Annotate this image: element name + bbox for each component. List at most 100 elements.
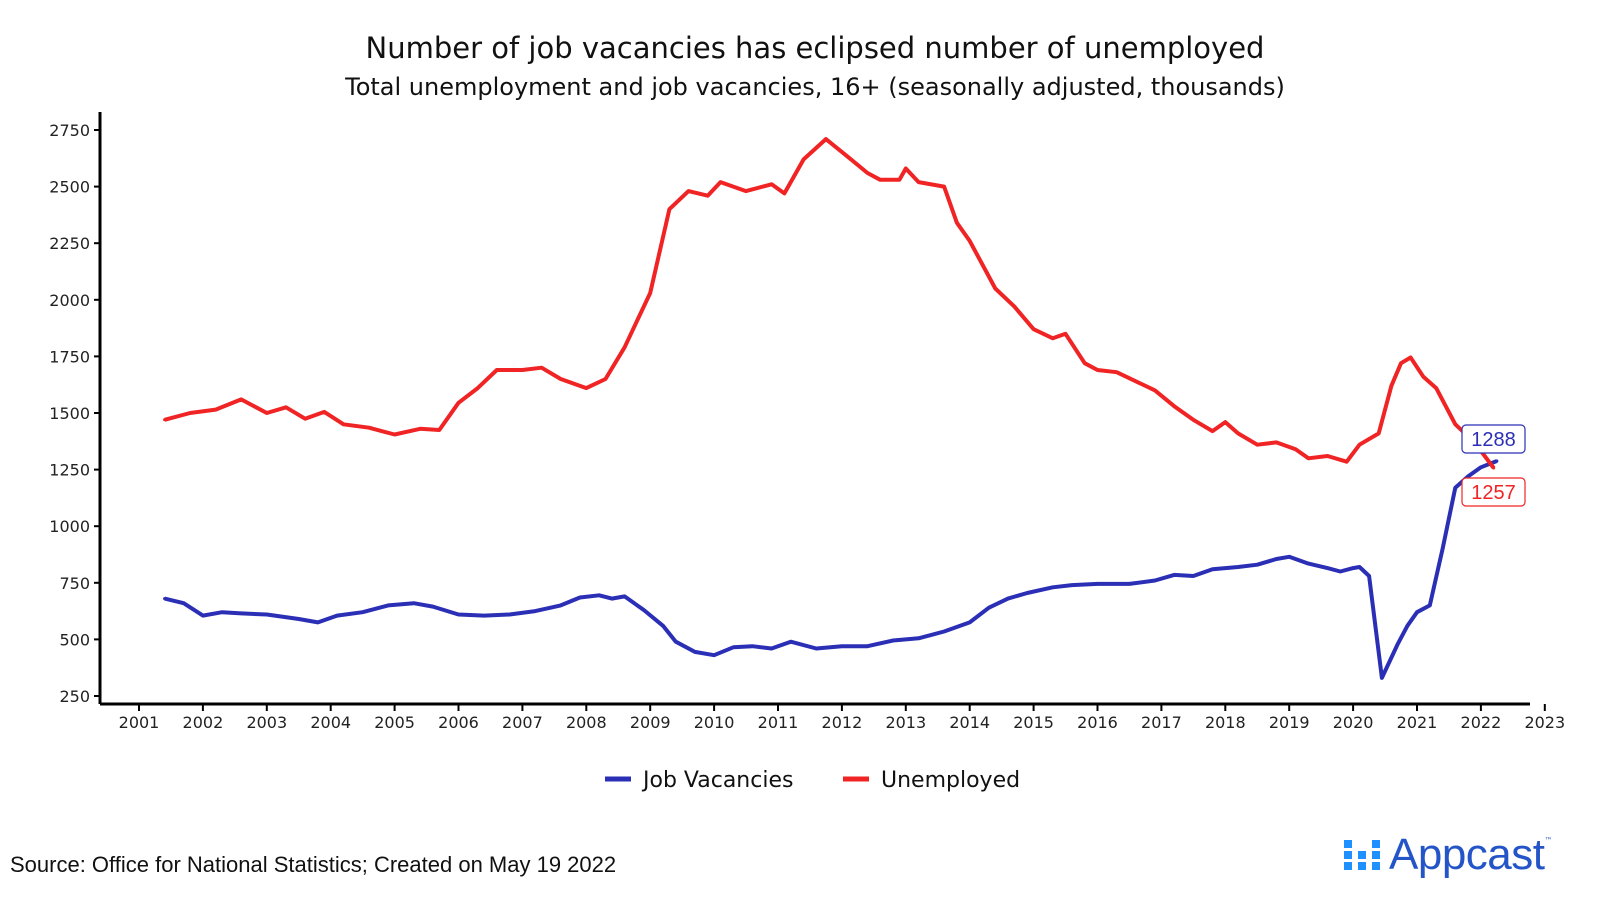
data-point (182, 601, 186, 605)
x-tick-label: 2014 (949, 713, 990, 732)
logo-text: Appcast (1389, 830, 1545, 879)
data-point (303, 417, 307, 421)
data-point (495, 368, 499, 372)
data-point (1338, 569, 1342, 573)
data-point (1377, 431, 1381, 435)
legend-label: Unemployed (881, 768, 1020, 793)
data-point (1274, 557, 1278, 561)
data-point (431, 605, 435, 609)
data-point (1351, 566, 1355, 570)
data-point (623, 345, 627, 349)
data-point (1492, 466, 1496, 470)
series-line-job-vacancies (164, 459, 1498, 680)
source-note: Source: Office for National Statistics; … (10, 852, 617, 877)
axes: 250 500 750 1000 1250 1500 1750 2000 2250 2500 275… (49, 112, 1565, 732)
data-point (744, 189, 748, 193)
data-point (265, 612, 269, 616)
data-point (1306, 456, 1310, 460)
data-point (1357, 443, 1361, 447)
data-point (1223, 420, 1227, 424)
data-point (865, 644, 869, 648)
x-tick-label: 2006 (438, 713, 479, 732)
data-point (540, 366, 544, 370)
data-point (1083, 361, 1087, 365)
data-point (1421, 375, 1425, 379)
end-label-job-vacancies: 1288 (1471, 429, 1516, 451)
data-point (341, 422, 345, 426)
data-point (335, 614, 339, 618)
data-point (1153, 579, 1157, 583)
logo-trademark: ™ (1544, 836, 1553, 845)
data-point (917, 180, 921, 184)
data-point (457, 401, 460, 405)
data-point (1415, 610, 1419, 614)
data-point (1096, 582, 1099, 586)
data-point (322, 410, 326, 414)
data-point (1287, 555, 1291, 559)
y-tick-label: 2750 (49, 121, 90, 140)
data-point (814, 646, 818, 650)
data-point (968, 620, 972, 624)
series-line-unemployed (164, 137, 1496, 470)
data-point (1453, 486, 1457, 490)
data-point (1380, 676, 1384, 680)
x-tick-label: 2017 (1141, 713, 1182, 732)
data-point (361, 610, 365, 614)
data-point (1127, 582, 1131, 586)
data-point (1294, 447, 1298, 451)
data-point (1236, 565, 1240, 569)
y-tick-label: 250 (59, 687, 90, 706)
data-point (648, 291, 652, 295)
data-point (770, 182, 774, 186)
data-point (846, 155, 850, 159)
x-tick-label: 2019 (1269, 713, 1310, 732)
series-lines (163, 137, 1499, 680)
data-point (1274, 440, 1278, 444)
data-point (1357, 565, 1361, 569)
end-label-unemployed: 1257 (1471, 482, 1516, 504)
data-point (1479, 465, 1483, 469)
x-tick-label: 2020 (1333, 713, 1374, 732)
end-label-box (1461, 477, 1526, 507)
x-tick-label: 2018 (1205, 713, 1246, 732)
data-point (1006, 597, 1010, 601)
data-point (559, 377, 563, 381)
data-point (802, 157, 806, 161)
data-point (693, 650, 697, 654)
data-point (239, 611, 243, 615)
legend: Job Vacancies Unemployed (605, 768, 1020, 793)
data-point (1032, 327, 1036, 331)
data-point (1051, 336, 1055, 340)
data-point (955, 221, 959, 225)
data-point (1070, 583, 1074, 587)
data-point (687, 189, 691, 193)
chart-title: Number of job vacancies has eclipsed num… (366, 31, 1265, 65)
x-tick-label: 2005 (374, 713, 415, 732)
data-point (917, 636, 921, 640)
y-tick-label: 2250 (49, 234, 90, 253)
x-tick-label: 2021 (1397, 713, 1438, 732)
data-point (163, 597, 167, 601)
data-point (1012, 305, 1016, 309)
x-tick-label: 2008 (566, 713, 607, 732)
x-tick-label: 2016 (1077, 713, 1118, 732)
data-point (1115, 370, 1119, 374)
data-point (163, 418, 167, 422)
data-point (578, 596, 582, 600)
data-point (840, 644, 844, 648)
appcast-logo: Appcast ™ (1344, 830, 1552, 880)
data-point (942, 629, 946, 633)
data-point (865, 171, 869, 175)
data-point (904, 166, 908, 170)
data-point (316, 620, 320, 624)
data-point (1434, 386, 1438, 390)
y-tick-label: 1500 (49, 404, 90, 423)
data-point (1172, 573, 1176, 577)
data-point (1428, 603, 1432, 607)
x-tick-label: 2004 (310, 713, 351, 732)
logo-grid-icon (1344, 840, 1381, 870)
data-point (584, 386, 588, 390)
data-point (897, 178, 901, 182)
data-point (1367, 574, 1371, 578)
